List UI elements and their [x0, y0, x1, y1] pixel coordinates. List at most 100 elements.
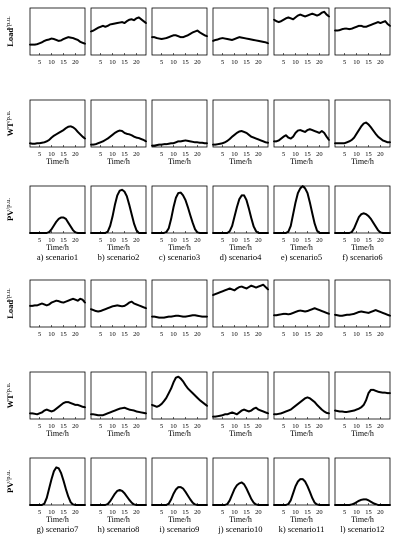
plot-frame [273, 371, 330, 420]
scenario-caption: a) scenario1 [37, 252, 78, 262]
x-tick-label: 20 [72, 331, 79, 338]
plot-frame [334, 279, 391, 328]
x-tick-label: 5 [160, 151, 163, 158]
x-tick-label: 5 [38, 151, 41, 158]
x-tick-label: 5 [343, 59, 346, 66]
y-axis-label-unit: /p.u. [5, 110, 12, 122]
x-tick-label: 15 [365, 151, 372, 158]
x-tick-label: 5 [282, 509, 285, 516]
y-axis-label-unit: /p.u. [5, 470, 12, 482]
scenario-caption: l) scenario12 [340, 524, 384, 534]
x-axis-label: Time/h [46, 243, 69, 252]
x-tick-label: 15 [182, 59, 189, 66]
x-axis-label: Time/h [351, 157, 374, 166]
panel-scenario1-load: 5 10 15 20 [29, 7, 86, 66]
x-tick-label: 5 [282, 237, 285, 244]
plot-frame [151, 371, 208, 420]
load-series-line [29, 36, 86, 46]
plot-frame [151, 185, 208, 234]
plot-frame [90, 99, 147, 148]
x-tick-label: 10 [353, 509, 360, 516]
x-tick-label: 5 [38, 331, 41, 338]
x-tick-label: 20 [194, 237, 201, 244]
x-tick-label: 10 [353, 151, 360, 158]
x-tick-label: 10 [48, 509, 55, 516]
pv-series-line [212, 481, 269, 506]
x-axis-label: Time/h [46, 429, 69, 438]
load-series-line [212, 36, 269, 45]
panel-scenario4-load: 5 10 15 20 [212, 7, 269, 66]
y-axis-label: Load/p.u. [5, 16, 15, 47]
load-series-line [334, 20, 391, 32]
wt-series-line [90, 129, 147, 146]
panel-scenario8-load: 5 10 15 20 [90, 279, 147, 338]
x-tick-label: 20 [72, 59, 79, 66]
x-tick-label: 15 [243, 151, 250, 158]
plot-frame [334, 457, 391, 506]
x-tick-label: 20 [377, 151, 384, 158]
plot-frame [212, 371, 269, 420]
y-axis-label: Load/p.u. [5, 288, 15, 319]
x-tick-label: 10 [109, 509, 116, 516]
x-axis-label: Time/h [168, 243, 191, 252]
plot-frame [334, 7, 391, 56]
x-tick-label: 15 [182, 423, 189, 430]
x-tick-label: 20 [255, 509, 262, 516]
panel-scenario10-load: 5 10 15 20 [212, 279, 269, 338]
x-tick-label: 15 [304, 59, 311, 66]
x-tick-label: 10 [170, 331, 177, 338]
y-axis-label: WT/p.u. [5, 382, 15, 408]
panel-scenario3-load: 5 10 15 20 [151, 7, 208, 66]
x-axis-label: Time/h [290, 243, 313, 252]
scenario-caption: c) scenario3 [159, 252, 200, 262]
x-tick-label: 15 [121, 237, 128, 244]
panel-scenario7-load: 5 10 15 20 [29, 279, 86, 338]
x-tick-label: 20 [255, 237, 262, 244]
x-tick-label: 10 [231, 331, 238, 338]
x-tick-label: 20 [316, 509, 323, 516]
x-tick-label: 20 [377, 423, 384, 430]
x-tick-label: 10 [231, 423, 238, 430]
x-tick-label: 5 [99, 151, 102, 158]
x-tick-label: 20 [316, 331, 323, 338]
plot-frame [212, 7, 269, 56]
plot-frame [212, 279, 269, 328]
x-axis-label: Time/h [168, 157, 191, 166]
wt-series-line [29, 401, 86, 416]
y-axis-label-unit: /p.u. [5, 382, 12, 394]
plot-frame [29, 7, 86, 56]
x-tick-label: 5 [38, 509, 41, 516]
pv-series-line [273, 185, 330, 234]
scenario-caption: k) scenario11 [279, 524, 325, 534]
x-axis-label: Time/h [107, 243, 130, 252]
x-tick-label: 10 [170, 509, 177, 516]
x-tick-label: 20 [255, 331, 262, 338]
x-tick-label: 20 [72, 509, 79, 516]
plot-frame [29, 99, 86, 148]
x-tick-label: 10 [170, 237, 177, 244]
x-tick-label: 15 [121, 151, 128, 158]
x-tick-label: 10 [109, 59, 116, 66]
load-series-line [29, 297, 86, 307]
x-tick-label: 15 [182, 237, 189, 244]
x-tick-label: 10 [353, 237, 360, 244]
x-tick-label: 20 [72, 151, 79, 158]
x-tick-label: 15 [365, 423, 372, 430]
pv-series-line [334, 498, 391, 506]
wt-series-line [334, 121, 391, 145]
x-tick-label: 5 [160, 423, 163, 430]
plot-frame [273, 99, 330, 148]
x-tick-label: 10 [231, 509, 238, 516]
panel-scenario6-load: 5 10 15 20 [334, 7, 391, 66]
x-tick-label: 5 [221, 509, 224, 516]
x-tick-label: 15 [304, 423, 311, 430]
x-tick-label: 5 [221, 423, 224, 430]
load-series-line [151, 29, 208, 41]
x-tick-label: 10 [292, 423, 299, 430]
